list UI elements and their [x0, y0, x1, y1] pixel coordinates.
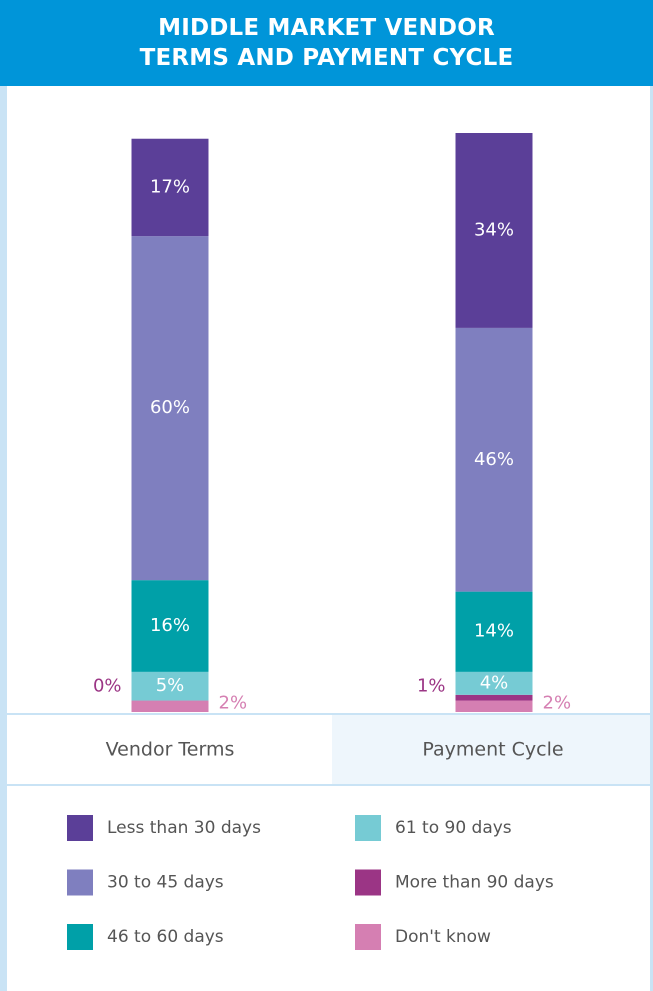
category-cell: [7, 714, 332, 785]
bar-segment: [455, 327, 533, 592]
legend-label: 30 to 45 days: [107, 873, 224, 893]
legend-label: 61 to 90 days: [395, 818, 512, 838]
legend-swatch: [355, 869, 381, 896]
data-label: 0%: [93, 676, 122, 697]
chart-title: MIDDLE MARKET VENDOR TERMS AND PAYMENT C…: [139, 15, 514, 71]
legend-swatch: [67, 815, 93, 841]
data-label: 1%: [417, 676, 446, 697]
data-label: 17%: [150, 176, 190, 197]
data-label: 4%: [480, 672, 509, 693]
bar-segment: [131, 580, 209, 672]
legend-label: More than 90 days: [395, 873, 554, 893]
legend-swatch: [355, 815, 381, 841]
bar-segment: [455, 133, 533, 328]
data-label: 5%: [156, 675, 185, 696]
category-cell: [332, 714, 650, 785]
bar-segment: [131, 700, 209, 712]
bar-segment: [455, 700, 533, 712]
bar-segment: [455, 694, 533, 701]
bar-segment: [131, 236, 209, 581]
data-label: 16%: [150, 615, 190, 636]
bar-segment: [131, 671, 209, 701]
legend-label: 46 to 60 days: [107, 927, 224, 947]
legend-swatch: [355, 924, 381, 950]
data-label: 46%: [474, 449, 514, 470]
bar-segment: [455, 591, 533, 672]
data-label: 2%: [219, 692, 248, 713]
data-label: 2%: [543, 692, 572, 713]
bar-segment: [131, 138, 209, 237]
legend-label: Less than 30 days: [107, 818, 261, 838]
x-tick-label: Payment Cycle: [422, 739, 563, 761]
legend-swatch: [67, 869, 93, 896]
data-label: 60%: [150, 397, 190, 418]
header: MIDDLE MARKET VENDOR TERMS AND PAYMENT C…: [0, 0, 653, 86]
legend-label: Don't know: [395, 927, 491, 947]
data-label: 34%: [474, 219, 514, 240]
bar-segment: [455, 671, 533, 695]
data-label: 14%: [474, 621, 514, 642]
legend-swatch: [67, 924, 93, 950]
x-tick-label: Vendor Terms: [106, 739, 235, 761]
